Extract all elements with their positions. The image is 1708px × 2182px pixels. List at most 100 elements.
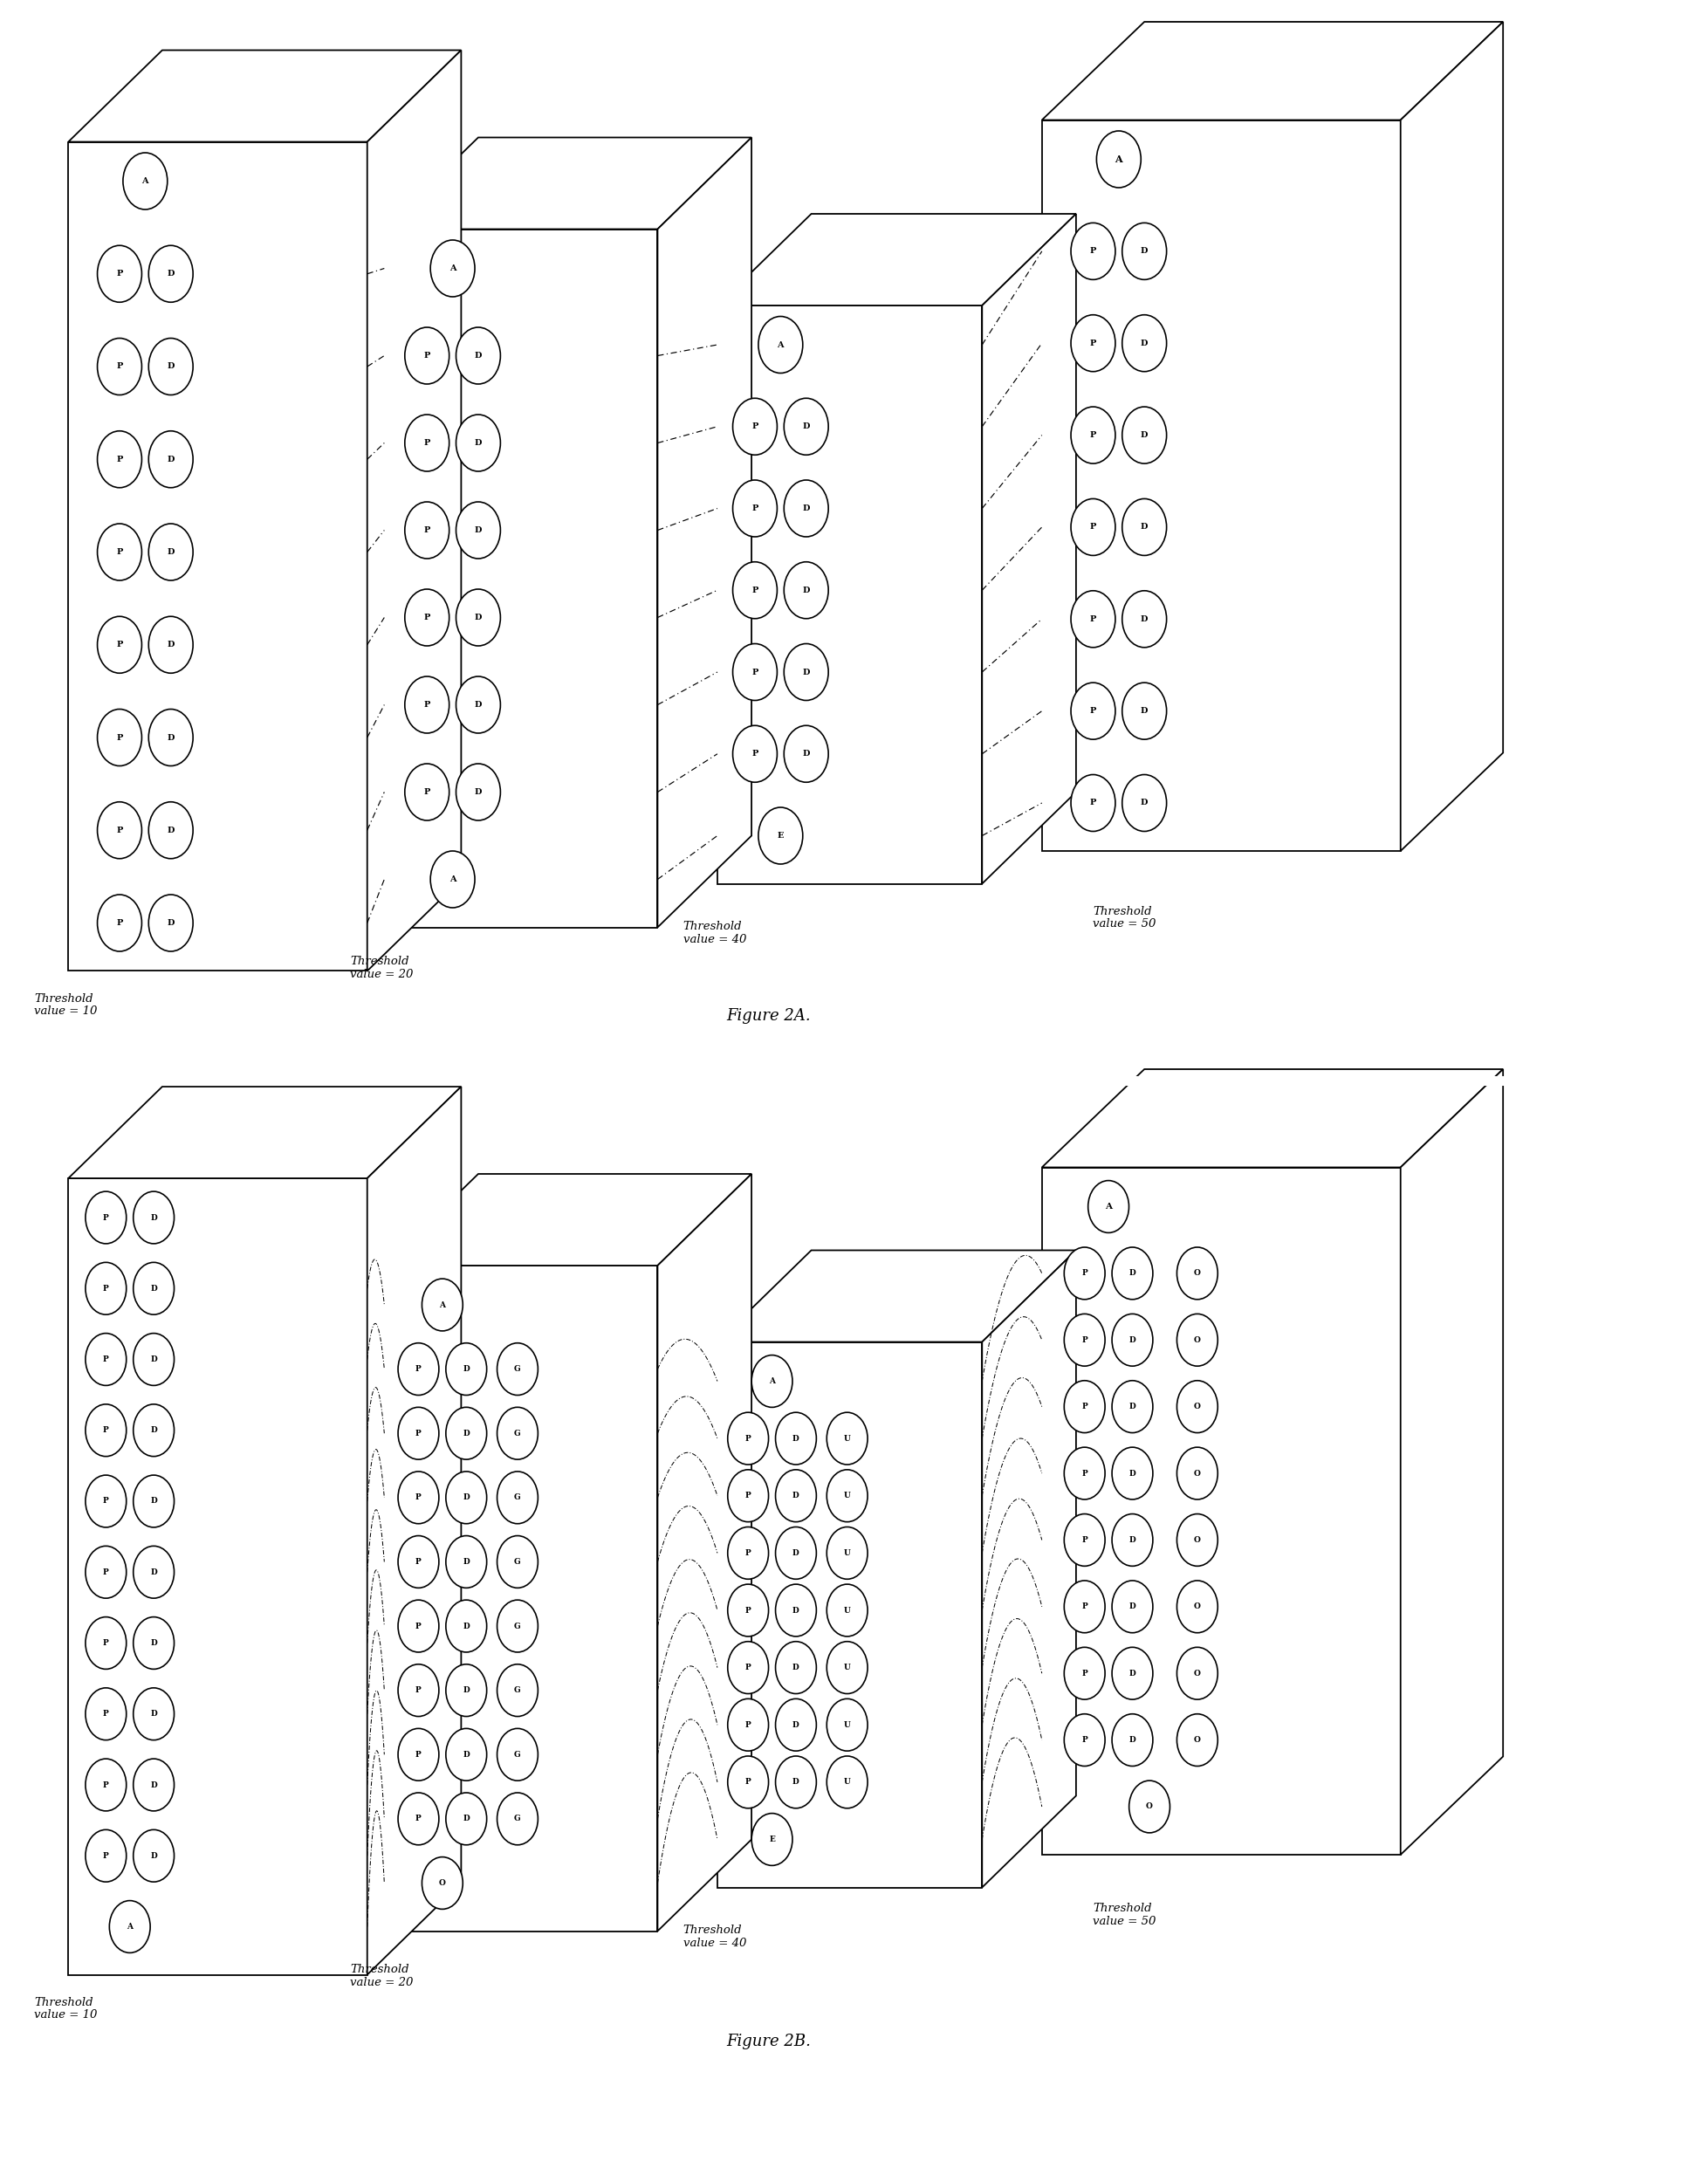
Circle shape [109,1901,150,1953]
Text: P: P [415,1558,422,1567]
Text: D: D [475,439,482,447]
Circle shape [446,1471,487,1523]
Polygon shape [658,1174,752,1931]
Text: P: P [102,1711,109,1717]
Circle shape [775,1700,816,1750]
Text: P: P [1090,338,1097,347]
Circle shape [728,1584,769,1636]
Text: D: D [1129,1669,1136,1678]
Polygon shape [658,137,752,927]
Polygon shape [384,137,752,229]
Circle shape [456,327,500,384]
Circle shape [97,709,142,766]
Text: D: D [1129,1335,1136,1344]
Text: P: P [116,362,123,371]
Circle shape [85,1405,126,1455]
Circle shape [1177,1514,1218,1567]
Text: D: D [1129,1468,1136,1477]
Circle shape [456,589,500,646]
Circle shape [97,338,142,395]
Circle shape [133,1759,174,1811]
Circle shape [446,1536,487,1588]
Text: D: D [463,1366,470,1372]
Text: D: D [463,1495,470,1501]
Text: E: E [769,1835,775,1844]
Text: D: D [167,642,174,648]
Text: P: P [116,919,123,927]
Circle shape [85,1475,126,1527]
Text: D: D [793,1549,799,1558]
Circle shape [758,807,803,864]
Circle shape [775,1584,816,1636]
Circle shape [827,1412,868,1464]
Circle shape [497,1407,538,1460]
Circle shape [827,1584,868,1636]
Circle shape [446,1342,487,1394]
Text: P: P [116,456,123,463]
Text: P: P [1090,524,1097,530]
Text: O: O [1194,1604,1201,1610]
Polygon shape [982,214,1076,884]
Circle shape [456,764,500,820]
Circle shape [775,1757,816,1809]
Circle shape [1122,775,1167,831]
Circle shape [430,240,475,297]
Circle shape [149,615,193,672]
Text: A: A [777,340,784,349]
Text: P: P [415,1750,422,1759]
Text: A: A [142,177,149,185]
Text: Threshold
value = 40: Threshold value = 40 [683,1925,746,1949]
Text: D: D [803,751,810,757]
Text: D: D [150,1853,157,1859]
Text: G: G [514,1621,521,1630]
Text: P: P [424,439,430,447]
Text: A: A [1115,155,1122,164]
Circle shape [149,709,193,766]
Text: P: P [1081,1669,1088,1678]
Text: D: D [1129,1536,1136,1545]
Text: U: U [844,1549,851,1558]
Text: D: D [803,668,810,676]
Text: A: A [126,1922,133,1931]
Text: G: G [514,1366,521,1372]
Circle shape [728,1412,769,1464]
Text: G: G [514,1750,521,1759]
Text: P: P [102,1497,109,1506]
Circle shape [446,1599,487,1652]
Circle shape [775,1527,816,1580]
Text: P: P [424,613,430,622]
Circle shape [149,430,193,487]
Circle shape [85,1617,126,1669]
Text: A: A [439,1300,446,1309]
Circle shape [775,1471,816,1521]
Text: O: O [1194,1468,1201,1477]
Circle shape [97,801,142,858]
Circle shape [827,1471,868,1521]
Circle shape [85,1263,126,1314]
Circle shape [728,1700,769,1750]
Text: P: P [102,1427,109,1434]
Polygon shape [367,50,461,971]
Circle shape [1112,1647,1153,1700]
Text: G: G [514,1687,521,1693]
Text: P: P [102,1569,109,1575]
Text: O: O [1194,1669,1201,1678]
Text: G: G [514,1429,521,1438]
Text: O: O [1194,1536,1201,1545]
Text: D: D [150,1427,157,1434]
Circle shape [784,480,828,537]
Circle shape [446,1665,487,1717]
Text: D: D [167,548,174,556]
Circle shape [133,1405,174,1455]
Circle shape [1064,1647,1105,1700]
Text: D: D [167,733,174,742]
Circle shape [1071,406,1115,463]
Text: D: D [1141,799,1148,807]
Circle shape [1112,1381,1153,1434]
Polygon shape [717,1250,1076,1342]
Text: P: P [752,587,758,594]
Circle shape [1122,683,1167,740]
Text: O: O [1194,1270,1201,1276]
Text: D: D [1141,247,1148,255]
Text: D: D [463,1815,470,1822]
